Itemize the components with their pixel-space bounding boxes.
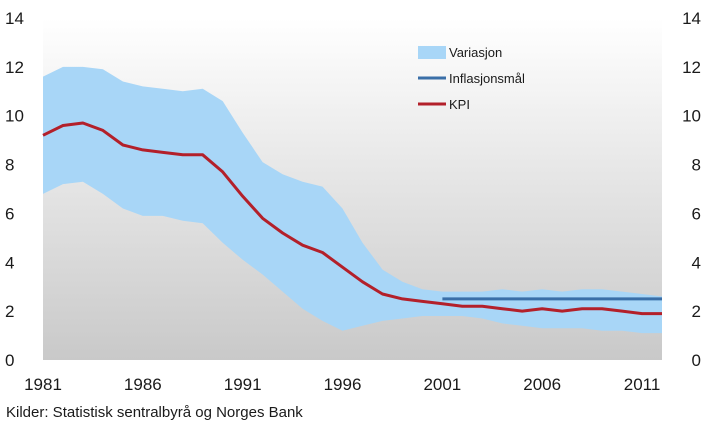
y-tick-label-right: 12 <box>682 58 701 77</box>
legend: Variasjon Inflasjonsmål KPI <box>418 45 525 112</box>
y-tick-label-left: 0 <box>5 351 14 370</box>
series-band-variasjon <box>43 66 662 334</box>
x-tick-label: 1991 <box>224 375 262 394</box>
y-tick-label-right: 10 <box>682 107 701 126</box>
x-tick-label: 2001 <box>423 375 461 394</box>
legend-label: Variasjon <box>449 45 502 60</box>
legend-swatch-variasjon <box>418 46 446 59</box>
x-tick-label: 1981 <box>24 375 62 394</box>
y-tick-label-right: 4 <box>692 253 701 272</box>
x-tick-label: 1996 <box>324 375 362 394</box>
y-tick-label-left: 8 <box>5 156 14 175</box>
y-tick-label-left: 14 <box>5 9 24 28</box>
y-tick-label-right: 8 <box>692 156 701 175</box>
variation-band-layer <box>43 66 662 334</box>
x-tick-label: 2011 <box>624 375 661 394</box>
legend-label: Inflasjonsmål <box>449 71 525 86</box>
tick-label-layer: 0 0 2 2 4 4 6 6 8 8 10 10 12 12 14 14 1981 1986 1991 1996 20… <box>5 9 701 394</box>
y-tick-label-left: 12 <box>5 58 24 77</box>
legend-label: KPI <box>449 97 470 112</box>
y-tick-label-left: 6 <box>5 204 14 223</box>
y-tick-label-left: 4 <box>5 253 14 272</box>
chart: 0 0 2 2 4 4 6 6 8 8 10 10 12 12 14 14 1981 1986 1991 1996 20… <box>5 9 701 394</box>
x-tick-label: 2006 <box>523 375 561 394</box>
source-note: Kilder: Statistisk sentralbyrå og Norges… <box>6 404 303 421</box>
y-tick-label-left: 2 <box>5 302 14 321</box>
y-tick-label-right: 6 <box>692 204 701 223</box>
series-line-kpi <box>42 121 662 316</box>
x-tick-label: 1986 <box>124 375 162 394</box>
y-tick-label-left: 10 <box>5 107 24 126</box>
y-tick-label-right: 14 <box>682 9 701 28</box>
line-layer <box>42 121 662 316</box>
y-tick-label-right: 2 <box>692 302 701 321</box>
y-tick-label-right: 0 <box>692 351 701 370</box>
